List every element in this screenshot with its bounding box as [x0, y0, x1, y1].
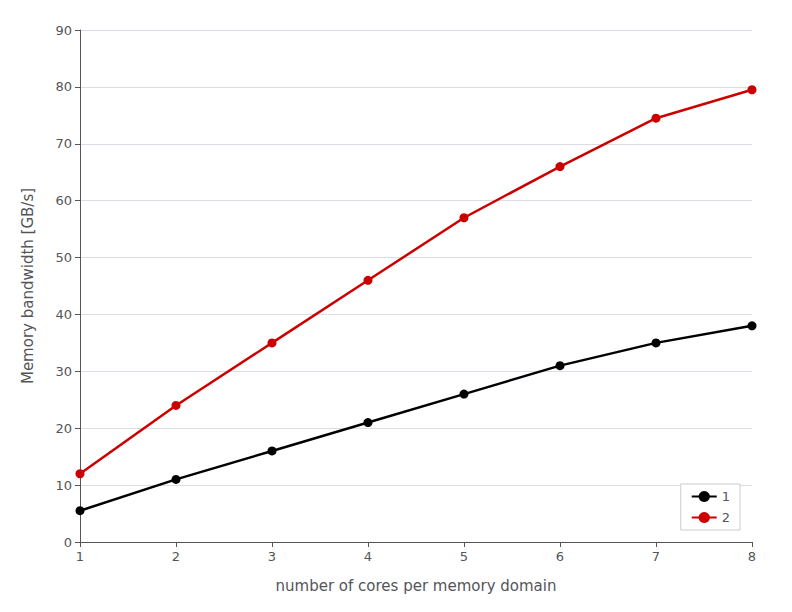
svg-text:2: 2	[722, 510, 730, 525]
svg-text:8: 8	[748, 549, 756, 564]
svg-text:Memory bandwidth [GB/s]: Memory bandwidth [GB/s]	[19, 188, 37, 384]
svg-text:30: 30	[55, 364, 72, 379]
svg-text:1: 1	[76, 549, 84, 564]
svg-text:7: 7	[652, 549, 660, 564]
svg-text:40: 40	[55, 307, 72, 322]
svg-text:3: 3	[268, 549, 276, 564]
svg-text:number of cores per memory dom: number of cores per memory domain	[276, 577, 557, 595]
svg-text:50: 50	[55, 250, 72, 265]
svg-text:70: 70	[55, 136, 72, 151]
svg-text:2: 2	[172, 549, 180, 564]
svg-text:4: 4	[364, 549, 372, 564]
svg-text:80: 80	[55, 79, 72, 94]
svg-text:20: 20	[55, 421, 72, 436]
svg-text:60: 60	[55, 193, 72, 208]
svg-text:0: 0	[64, 535, 72, 550]
svg-text:6: 6	[556, 549, 564, 564]
svg-text:5: 5	[460, 549, 468, 564]
svg-text:1: 1	[722, 489, 730, 504]
svg-text:10: 10	[55, 478, 72, 493]
svg-text:90: 90	[55, 23, 72, 38]
